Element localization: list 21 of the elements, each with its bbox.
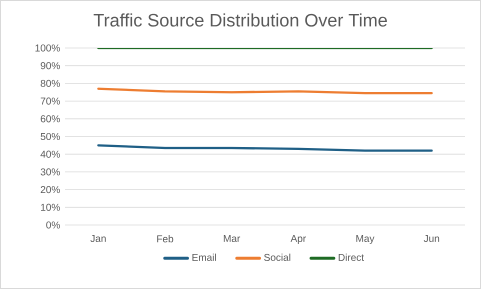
y-tick-label: 30% (40, 168, 60, 176)
legend-label: Direct (338, 254, 364, 261)
y-tick-label: 0% (46, 221, 60, 229)
x-tick-label: Feb (157, 235, 174, 242)
x-tick-label: Apr (290, 235, 306, 244)
x-tick-label: May (356, 235, 374, 244)
y-tick-label: 70% (40, 98, 60, 105)
x-tick-label: Jan (90, 235, 106, 242)
x-tick-label: Jun (424, 235, 440, 242)
y-tick-label: 10% (41, 204, 60, 211)
legend-label: Social (264, 254, 290, 261)
legend-label: Email (192, 254, 216, 261)
y-tick-label: 20% (40, 186, 60, 194)
y-tick-label: 40% (40, 150, 60, 158)
y-tick-label: 90% (40, 62, 60, 70)
y-tick-label: 80% (40, 80, 60, 87)
y-tick-label: 50% (40, 132, 60, 140)
chart-title: Traffic Source Distribution Over Time (94, 13, 387, 27)
y-tick-label: 100% (35, 44, 60, 52)
x-tick-label: Mar (224, 235, 240, 242)
y-tick-label: 60% (40, 115, 60, 122)
